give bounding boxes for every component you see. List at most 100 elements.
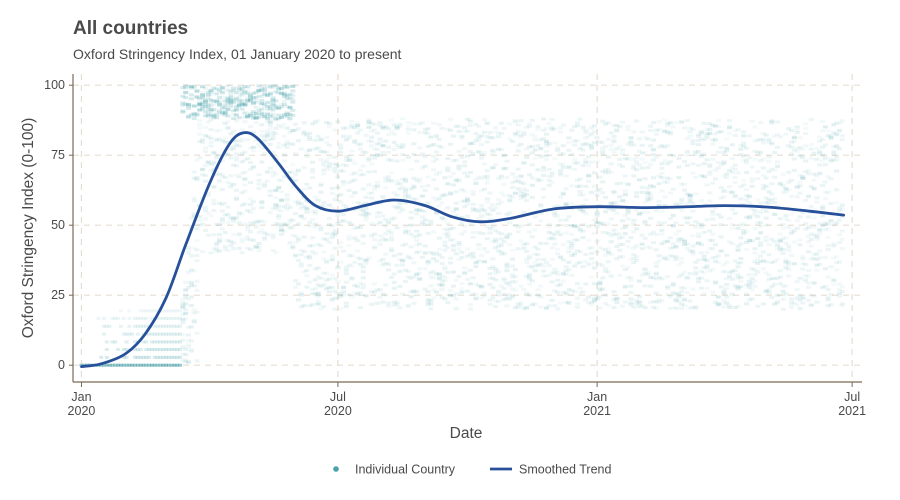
country-point (614, 257, 620, 261)
country-point (202, 110, 208, 114)
country-point (307, 263, 313, 267)
country-point (431, 196, 437, 200)
country-point (191, 214, 197, 218)
country-point (577, 291, 583, 295)
country-point (803, 126, 809, 130)
country-point (555, 278, 561, 282)
country-point (625, 266, 631, 270)
country-point (704, 259, 710, 263)
country-point (791, 140, 797, 144)
country-point (774, 258, 780, 262)
country-point (591, 296, 597, 300)
country-point (270, 130, 276, 134)
country-point (104, 348, 109, 352)
country-point (831, 145, 837, 149)
country-point (510, 248, 516, 252)
country-point (557, 173, 563, 177)
country-point (462, 272, 468, 276)
country-point (214, 156, 220, 160)
country-point (800, 296, 806, 300)
country-point (681, 160, 687, 164)
country-point (349, 295, 355, 299)
country-point (431, 154, 437, 158)
country-point (434, 133, 440, 137)
country-point (814, 235, 820, 239)
country-point (445, 157, 451, 161)
country-point (450, 226, 456, 230)
country-point (650, 185, 656, 189)
country-point (684, 119, 690, 123)
country-point (659, 210, 665, 214)
country-point (436, 170, 442, 174)
country-point (445, 182, 451, 186)
country-point (707, 172, 713, 176)
country-point (428, 298, 434, 302)
country-point (495, 147, 501, 151)
country-point (752, 273, 758, 277)
country-point (481, 291, 487, 295)
country-point (839, 304, 845, 308)
country-point (555, 224, 561, 228)
country-point (752, 227, 758, 231)
country-point (490, 265, 496, 269)
country-point (524, 305, 530, 309)
country-point (650, 148, 656, 152)
country-point (749, 267, 755, 271)
country-point (659, 144, 665, 148)
country-point (507, 281, 513, 285)
country-point (183, 302, 189, 306)
country-point (507, 198, 513, 202)
country-point (789, 253, 795, 257)
country-point (408, 245, 414, 249)
country-point (772, 134, 778, 138)
country-point (797, 184, 803, 188)
country-point (169, 324, 174, 328)
country-point (758, 231, 764, 235)
country-point (603, 248, 609, 252)
country-point (628, 303, 634, 307)
country-point (200, 105, 206, 109)
country-point (318, 204, 324, 208)
country-point (760, 207, 766, 211)
country-point (169, 363, 174, 367)
country-point (219, 139, 225, 143)
country-point (577, 193, 583, 197)
country-point (755, 198, 761, 202)
country-point (817, 249, 823, 253)
country-point (175, 332, 180, 336)
country-point (208, 118, 214, 122)
country-point (158, 355, 163, 359)
country-point (667, 160, 673, 164)
country-point (388, 118, 394, 122)
country-point (794, 226, 800, 230)
country-point (541, 274, 547, 278)
country-point (746, 216, 752, 220)
country-point (233, 155, 239, 159)
country-point (524, 260, 530, 264)
grid-lines (73, 74, 862, 382)
country-point (315, 198, 321, 202)
country-point (290, 233, 296, 237)
country-point (687, 197, 693, 201)
country-point (529, 183, 535, 187)
country-point (144, 363, 149, 367)
country-point (479, 284, 485, 288)
country-point (222, 121, 228, 125)
country-point (783, 132, 789, 136)
country-point (287, 218, 293, 222)
country-point (287, 130, 293, 134)
country-point (831, 153, 837, 157)
country-point (583, 128, 589, 132)
country-point (521, 194, 527, 198)
country-point (510, 280, 516, 284)
country-point (507, 210, 513, 214)
country-point (752, 139, 758, 143)
country-point (341, 293, 347, 297)
country-point (186, 360, 192, 364)
country-point (383, 232, 389, 236)
country-point (332, 197, 338, 201)
country-point (721, 298, 727, 302)
country-point (653, 261, 659, 265)
country-point (676, 176, 682, 180)
country-point (518, 194, 524, 198)
